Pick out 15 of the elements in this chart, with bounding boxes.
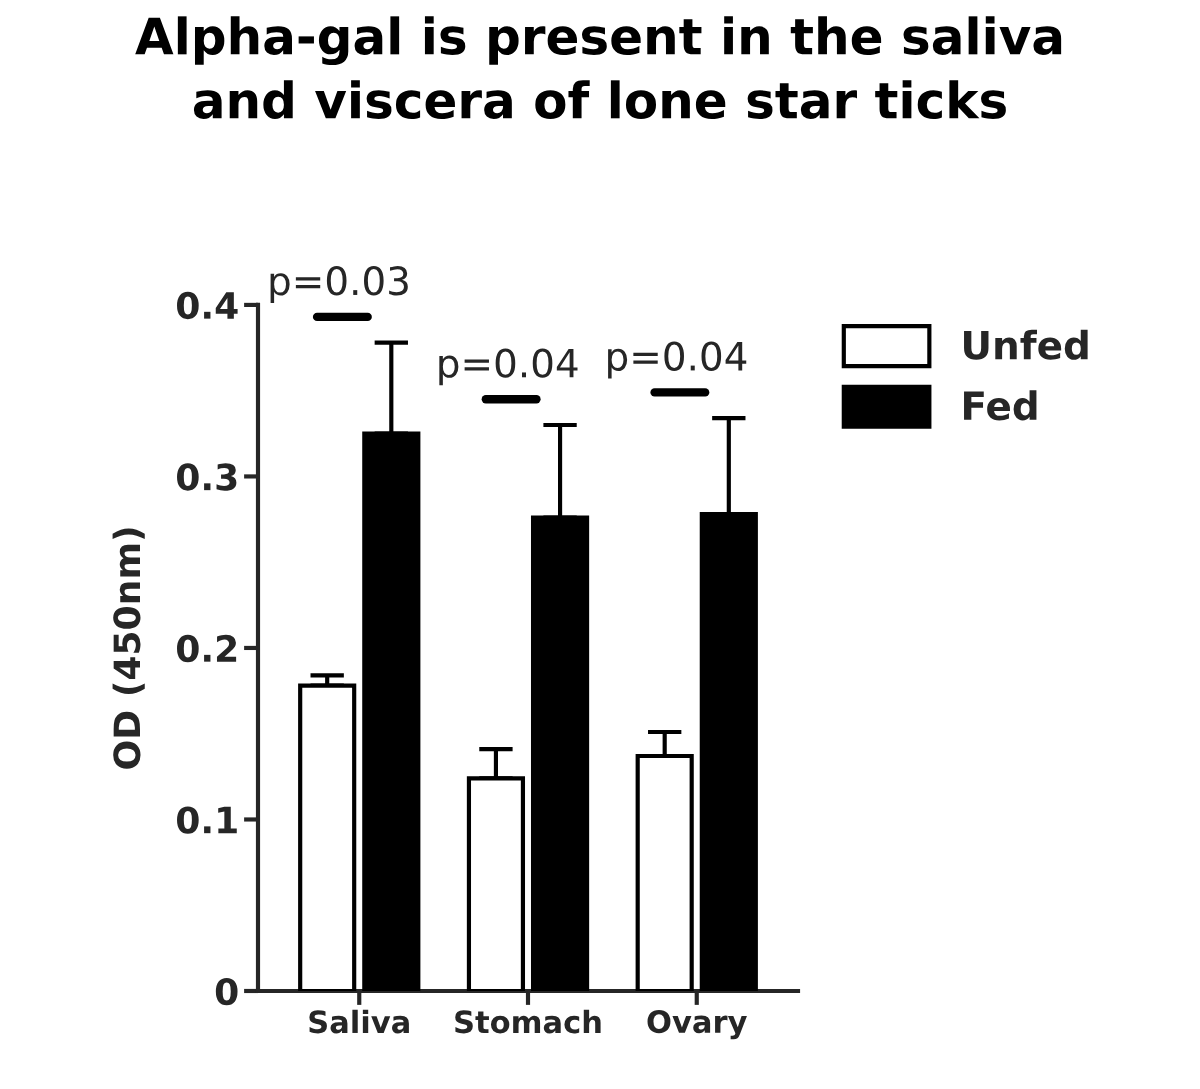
y-tick-label: 0.1 [177, 806, 237, 834]
y-axis-title: OD (450nm) [112, 528, 145, 769]
annotation: p=0.04 [439, 348, 578, 386]
x-tick-label: Saliva [309, 1009, 409, 1034]
legend-label: Unfed [964, 329, 1088, 360]
y-tick-label: 0.3 [177, 463, 237, 491]
x-tick-label: Stomach [455, 1009, 601, 1034]
y-tick-label: 0 [215, 977, 238, 1006]
y-tick-label: 0.4 [177, 291, 238, 320]
legend-label: Fed [964, 390, 1037, 421]
chart-title: Alpha-gal is present in the saliva and viscera of lone star ticks [135, 16, 1062, 120]
x-tick-label: Ovary [647, 1010, 747, 1040]
y-tick-label: 0.2 [177, 634, 237, 663]
annotation: p=0.04 [608, 341, 747, 379]
text: p=0.03 [270, 266, 408, 304]
